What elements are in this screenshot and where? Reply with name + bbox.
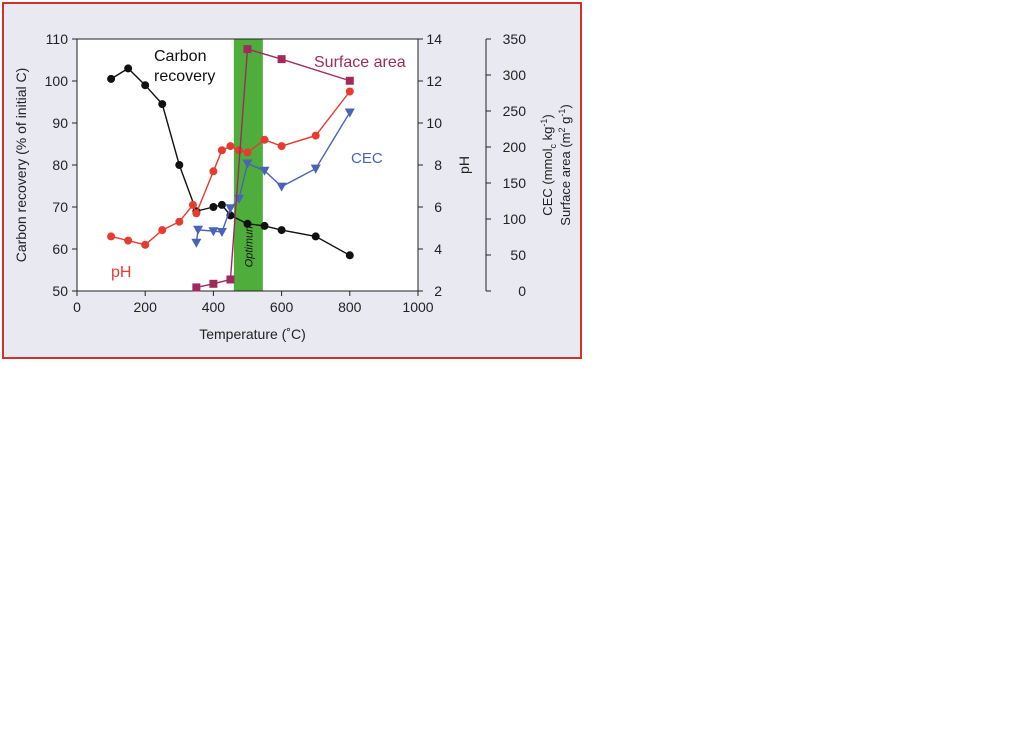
data-point	[345, 87, 354, 96]
ph-tick-label: 8	[434, 157, 442, 173]
x-tick-label: 400	[202, 299, 226, 315]
left-tick-label: 50	[52, 283, 68, 299]
data-point	[217, 146, 226, 155]
data-point	[141, 240, 150, 249]
series-line-1	[110, 91, 351, 246]
data-point	[124, 64, 133, 73]
ph-tick-label: 12	[426, 73, 442, 89]
data-point	[209, 279, 218, 288]
data-point	[124, 236, 133, 245]
data-point	[158, 226, 167, 235]
x-tick-label: 800	[338, 299, 362, 315]
right-tick-label: 200	[503, 139, 527, 155]
ph-axis-label: pH	[456, 156, 472, 174]
carbon-recovery-label-2: recovery	[154, 68, 215, 85]
data-point	[141, 81, 150, 90]
x-axis-label: Temperature (˚C)	[199, 326, 306, 342]
data-point	[277, 142, 286, 151]
carbon-recovery-label-1: Carbon	[154, 48, 206, 65]
ph-series-label: pH	[111, 264, 131, 281]
data-point	[243, 45, 252, 54]
left-axis-label: Carbon recovery (% of initial C)	[13, 68, 29, 263]
data-point	[158, 100, 167, 109]
data-point	[311, 131, 320, 140]
right-tick-label: 50	[510, 247, 526, 263]
data-point	[260, 135, 269, 144]
data-point	[192, 209, 201, 218]
left-tick-label: 90	[52, 115, 68, 131]
left-tick-label: 70	[52, 199, 68, 215]
ph-tick-label: 6	[434, 199, 442, 215]
left-tick-label: 110	[46, 31, 69, 47]
x-tick-label: 600	[270, 299, 294, 315]
right-axis-label-cec: CEC (mmolc kg-1)	[539, 114, 558, 215]
data-point	[107, 232, 116, 241]
data-point	[175, 161, 184, 169]
right-axis-label-surface: Surface area (m2 g-1)	[557, 104, 573, 225]
data-point	[234, 146, 243, 155]
data-point	[311, 232, 320, 241]
right-tick-label: 350	[503, 31, 527, 47]
data-point	[188, 200, 197, 209]
data-point	[277, 226, 286, 235]
data-point	[243, 219, 252, 228]
surface-area-series-label: Surface area	[314, 54, 406, 71]
data-point	[226, 275, 235, 284]
data-point	[107, 74, 116, 83]
data-point	[242, 159, 253, 169]
optimum-label: Optimum	[243, 223, 255, 268]
data-point	[225, 204, 236, 214]
data-point	[259, 166, 270, 176]
data-point	[209, 203, 218, 211]
data-point	[175, 217, 184, 226]
data-point	[345, 251, 354, 260]
data-point	[260, 221, 269, 230]
right-tick-label: 0	[518, 283, 526, 299]
left-tick-label: 80	[52, 157, 68, 173]
cec-series-label: CEC	[351, 150, 383, 167]
left-tick-label: 100	[45, 73, 69, 89]
left-tick-label: 60	[52, 241, 68, 257]
ph-tick-label: 2	[434, 283, 442, 299]
figure-frame: Optimum 0 200 400 600 800 1000 Temperature (˚C…	[2, 2, 582, 359]
right-tick-label: 250	[503, 103, 527, 119]
data-point	[193, 225, 204, 235]
x-tick-label: 1000	[402, 299, 433, 315]
data-point	[344, 108, 355, 118]
data-point	[208, 227, 219, 237]
data-point	[191, 238, 202, 248]
ph-tick-label: 4	[434, 241, 442, 257]
data-point	[243, 148, 252, 157]
right-tick-label: 150	[503, 175, 527, 191]
data-point	[226, 142, 235, 151]
right-tick-label: 300	[503, 67, 527, 83]
data-point	[345, 76, 354, 85]
data-point	[310, 164, 321, 174]
data-point	[216, 227, 227, 237]
ph-tick-label: 14	[426, 31, 442, 47]
x-tick-label: 0	[73, 299, 81, 315]
ph-tick-label: 10	[426, 115, 442, 131]
data-point	[276, 182, 287, 192]
data-point	[217, 200, 226, 209]
data-point	[209, 167, 218, 176]
x-tick-label: 200	[134, 299, 158, 315]
right-tick-label: 100	[503, 211, 527, 227]
data-point	[192, 283, 201, 292]
data-point	[277, 55, 286, 64]
